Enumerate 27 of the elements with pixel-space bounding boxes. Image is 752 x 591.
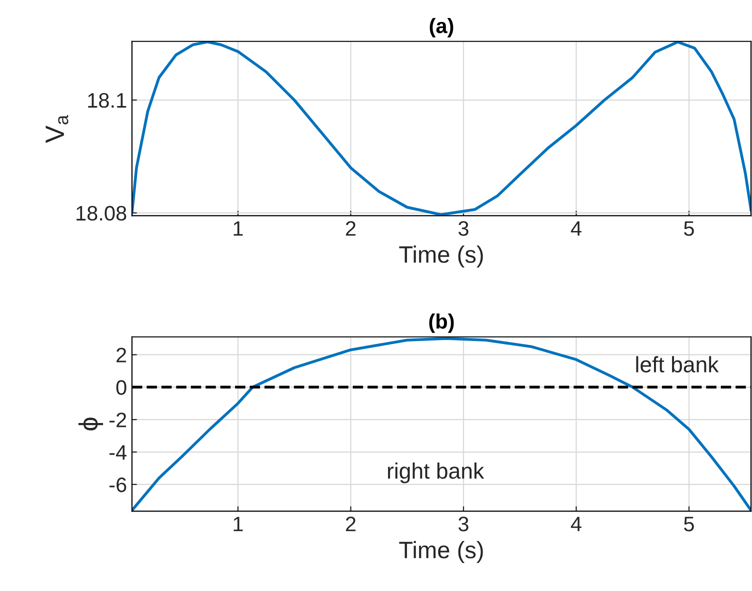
- x-tick-label: 5: [684, 221, 694, 236]
- y-axis-title: V$_{a}$: [46, 114, 68, 143]
- y-tick-label: -2: [110, 412, 126, 428]
- y-tick-label: 0: [116, 380, 126, 395]
- chart-title: (a): [430, 18, 454, 38]
- chart-title: (b): [429, 313, 454, 333]
- x-axis-title: Time (s): [399, 541, 483, 564]
- y-axis-title: ϕ: [78, 418, 104, 430]
- x-tick-label: 4: [570, 516, 582, 532]
- y-tick-label: -4: [110, 445, 127, 460]
- x-tick-label: 3: [458, 221, 468, 236]
- x-axis-title: Time (s): [399, 246, 483, 268]
- x-tick-label: 5: [684, 516, 694, 532]
- annotation: left bank: [636, 356, 719, 372]
- y-tick-label: -6: [110, 477, 126, 492]
- line-series: [132, 41, 752, 216]
- line-series: [132, 337, 752, 512]
- x-tick-label: 1: [234, 516, 243, 532]
- y-tick-label: 18.1: [88, 93, 126, 108]
- annotation: right bank: [388, 462, 484, 484]
- x-tick-label: 3: [458, 516, 468, 532]
- x-tick-label: 1: [234, 221, 243, 236]
- x-tick-label: 2: [346, 221, 356, 236]
- y-tick-label: 2: [116, 348, 126, 362]
- y-tick-label: 18.08: [76, 206, 126, 221]
- x-tick-label: 2: [346, 516, 356, 532]
- x-tick-label: 4: [570, 221, 582, 236]
